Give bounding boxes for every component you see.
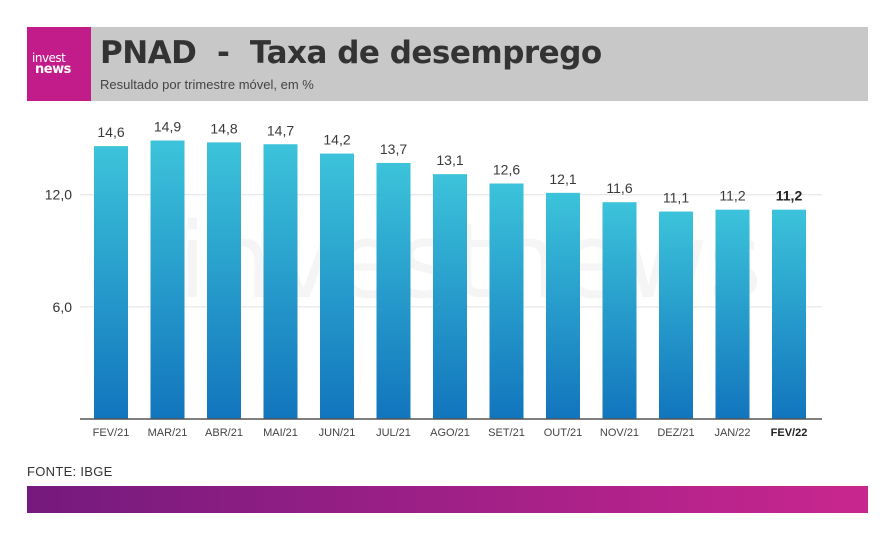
bar-value-label: 14,2 — [323, 132, 350, 148]
bar-value-label: 14,9 — [154, 119, 181, 135]
bar-value-label: 11,1 — [663, 190, 689, 206]
bar-mai-21 — [263, 144, 298, 419]
logo-text-news: news — [35, 62, 71, 77]
bar-nov-21 — [602, 202, 637, 419]
x-tick-label: MAI/21 — [263, 427, 298, 439]
x-tick-label: DEZ/21 — [657, 427, 694, 439]
bar-value-label: 11,6 — [606, 180, 632, 196]
bar-value-label: 13,1 — [436, 152, 463, 168]
x-tick-label: NOV/21 — [600, 427, 639, 439]
y-tick-label: 12,0 — [45, 187, 72, 203]
bar-jun-21 — [320, 153, 354, 419]
investnews-logo: invest news — [27, 27, 91, 101]
logo-text-invest: invest — [32, 51, 66, 65]
bar-chart: 6,012,0 investnews 14,6 14,9 14,8 14,714,21… — [45, 119, 822, 439]
bar-value-label: 13,7 — [380, 141, 407, 157]
bar-value-label: 11,2 — [719, 188, 745, 204]
bar-value-label: 11,2 — [776, 188, 803, 204]
x-tick-label: ABR/21 — [205, 427, 243, 439]
bar-value-label: 14,7 — [267, 122, 294, 138]
x-tick-label: OUT/21 — [544, 427, 583, 439]
bar-value-label: 14,8 — [210, 120, 237, 136]
bar-value-label: 12,1 — [549, 171, 576, 187]
bar-dez-21 — [659, 211, 693, 419]
bar-fev-21 — [94, 146, 128, 419]
chart-subtitle: Resultado por trimestre móvel, em % — [100, 77, 314, 92]
x-tick-label: FEV/22 — [771, 427, 808, 439]
chart-title: PNAD - Taxa de desemprego — [100, 35, 602, 71]
bar-out-21 — [546, 192, 580, 419]
bar-ago-21 — [433, 174, 467, 419]
bar-set-21 — [489, 183, 524, 419]
y-tick-label: 6,0 — [53, 299, 73, 315]
x-tick-label: JUN/21 — [319, 427, 356, 439]
bar-jan-22 — [715, 209, 750, 419]
x-tick-label: AGO/21 — [430, 427, 470, 439]
x-tick-label: SET/21 — [488, 427, 525, 439]
bar-jul-21 — [376, 162, 411, 419]
x-tick-label: JUL/21 — [376, 427, 411, 439]
bar-value-label: 12,6 — [493, 162, 520, 178]
bar-fev-22 — [772, 209, 806, 419]
bar-value-label: 14,6 — [97, 124, 124, 140]
chart-header: invest news PNAD - Taxa de desemprego Re… — [27, 27, 868, 101]
x-tick-label: MAR/21 — [148, 427, 188, 439]
bar-abr-21 — [207, 142, 241, 419]
bar-mar-21 — [150, 140, 185, 419]
x-tick-label: JAN/22 — [714, 427, 750, 439]
footer-gradient-bar — [27, 486, 868, 513]
source-note: FONTE: IBGE — [27, 464, 113, 479]
x-tick-label: FEV/21 — [93, 427, 130, 439]
